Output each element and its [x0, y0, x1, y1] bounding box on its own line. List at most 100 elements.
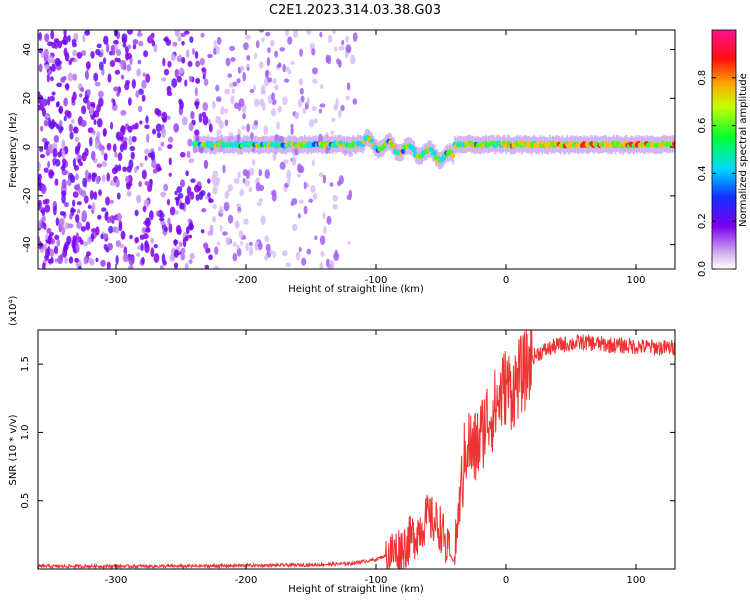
spectrogram-cell: [256, 201, 263, 207]
spectrogram-cell: [189, 191, 195, 200]
spectrogram-cell: [172, 41, 178, 47]
spectrogram-cell: [215, 96, 222, 103]
x-tick-label: -100: [365, 575, 388, 586]
spectrogram-cell: [311, 106, 318, 112]
spectrogram-cell: [160, 77, 167, 82]
spectrogram-cell: [68, 59, 73, 66]
spectrogram-cell: [136, 194, 142, 204]
spectrogram-cell: [83, 195, 89, 204]
spectrogram-cell: [222, 164, 226, 174]
spectrogram-cell: [134, 209, 139, 217]
spectrogram-cell: [126, 64, 132, 72]
spectrogram-cell: [237, 171, 241, 179]
spectrogram-cell: [84, 147, 89, 157]
spectrogram-cell: [135, 90, 140, 98]
spectrogram-cell: [308, 198, 313, 203]
spectrogram-cell: [301, 257, 307, 266]
spectrogram-cell: [306, 96, 310, 106]
chart-title: C2E1.2023.314.03.38.G03: [269, 3, 441, 18]
spectrogram-cell: [298, 199, 304, 204]
spectrogram-cell: [81, 105, 87, 115]
spectrogram-cell: [47, 258, 53, 264]
spectrogram-cell: [74, 136, 80, 143]
spectrogram-cell: [95, 176, 101, 185]
spectrogram-cell: [63, 201, 69, 208]
spectrogram-cell: [85, 221, 91, 231]
spectrogram-x-ticks: -300 -200 -100 0 100: [105, 30, 646, 286]
spectrogram-cell: [178, 241, 183, 247]
spectrogram-cell: [46, 227, 52, 234]
spectrogram-cell: [201, 208, 207, 213]
spectrogram-cell: [345, 44, 352, 54]
spectrogram-cell: [117, 152, 123, 162]
spectrogram-cell: [173, 239, 178, 247]
spectrogram-cell: [207, 53, 213, 59]
spectrogram-cell: [153, 252, 160, 263]
spectrogram-cell: [167, 136, 174, 143]
spectrogram-cell: [146, 133, 150, 143]
snr-plot: -300 -200 -100 0 100 0.5 1.0 1.5 Height of str…: [8, 295, 676, 595]
spectrogram-cell: [97, 214, 102, 220]
spectrogram-cell: [112, 99, 116, 107]
spectrogram-cell: [248, 246, 254, 256]
spectrogram-cell: [204, 264, 210, 269]
spectrogram-cell: [137, 105, 143, 113]
spectrogram-cell: [78, 265, 82, 269]
spectrogram-cell: [116, 192, 121, 200]
spectrogram-cell: [53, 245, 59, 255]
spectrogram-cell: [60, 253, 64, 260]
spectrogram-cell: [227, 73, 233, 78]
spectrogram-cell: [44, 113, 50, 119]
spectrogram-cell: [175, 198, 180, 206]
spectrogram-cell: [306, 248, 312, 255]
spectrogram-cell: [142, 205, 147, 213]
x-tick-label: 100: [626, 275, 645, 286]
spectrogram-cell: [170, 53, 176, 62]
spectrogram-cell: [72, 49, 78, 57]
spectrogram-cell: [116, 49, 122, 56]
spectrogram-cell: [194, 86, 198, 97]
spectrogram-cell: [327, 34, 333, 44]
spectrogram-cell: [290, 201, 294, 207]
spectrogram-cell: [225, 236, 231, 246]
spectrogram-cell: [208, 254, 213, 261]
spectrogram-cell: [246, 63, 250, 68]
spectrogram-cell: [253, 98, 260, 108]
spectrogram-cell: [41, 107, 46, 117]
spectrogram-marks: [38, 30, 675, 269]
spectrogram-cell: [64, 245, 69, 250]
spectrogram-cell: [279, 47, 286, 52]
spectrogram-cell: [85, 61, 91, 69]
spectrogram-cell: [258, 30, 265, 33]
spectrogram-cell: [149, 178, 153, 188]
spectrogram-cell: [207, 178, 211, 184]
spectrogram-cell: [44, 64, 50, 70]
spectrogram-cell: [163, 225, 168, 233]
spectrogram-cell: [189, 252, 195, 260]
colorbar-gradient: [711, 29, 737, 270]
spectrogram-cell: [141, 256, 145, 265]
spectrogram-cell: [168, 157, 172, 166]
spectrogram-cell: [270, 108, 277, 117]
spectrogram-cell: [236, 203, 242, 208]
spectrogram-plot: -300 -200 -100 0 100 40 20 0 -20 -40 Height of s…: [8, 29, 676, 295]
spectrogram-cell: [128, 255, 135, 266]
spectrogram-cell: [201, 111, 207, 118]
spectrogram-cell: [100, 259, 106, 267]
spectrogram-cell: [80, 119, 87, 128]
y-tick-label: 0: [22, 144, 33, 150]
spectrogram-cell: [230, 95, 235, 105]
spectrogram-cell: [141, 169, 147, 180]
spectrogram-cell: [109, 50, 114, 56]
spectrogram-cell: [46, 73, 50, 83]
spectrogram-cell: [138, 181, 143, 188]
spectrogram-cell: [188, 259, 193, 264]
spectrogram-cell: [138, 40, 144, 47]
spectrogram-cell: [319, 262, 324, 269]
spectrogram-cell: [95, 48, 101, 56]
spectrogram-cell: [258, 198, 264, 203]
colorbar-ticks: 0.0 0.2 0.4 0.6 0.8: [697, 70, 736, 277]
spectrogram-cell: [38, 235, 41, 245]
spectrogram-cell: [240, 241, 244, 246]
spectrogram-cell: [287, 177, 291, 186]
